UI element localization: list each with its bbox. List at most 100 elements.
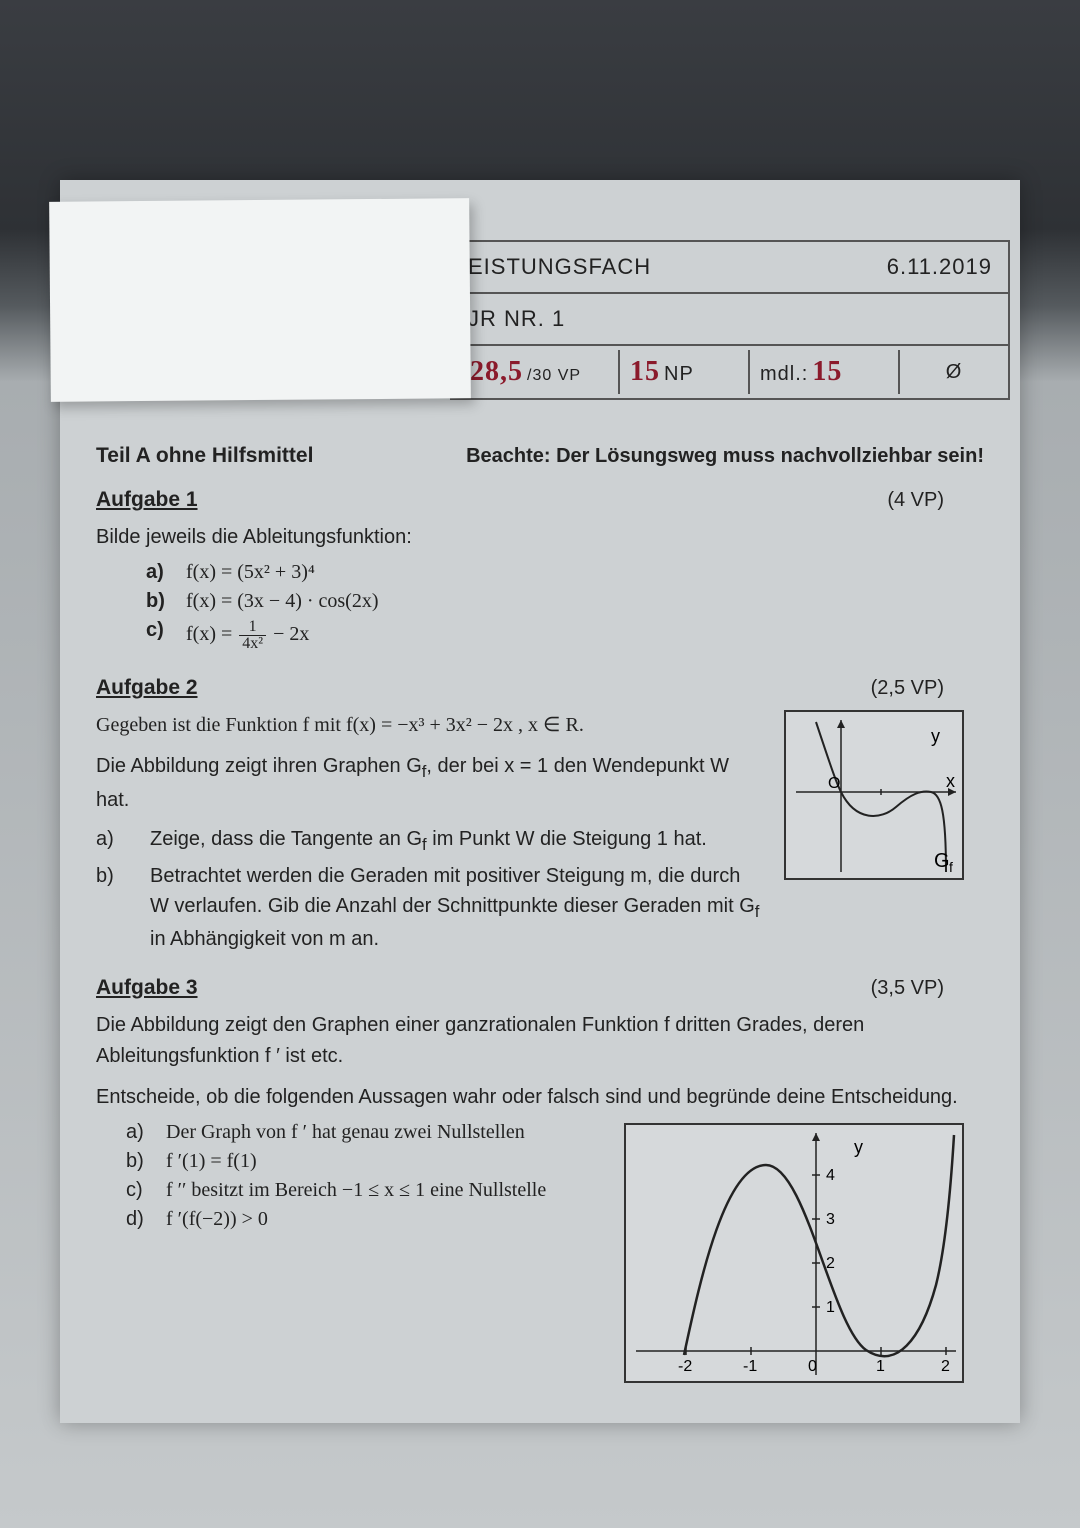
aufgabe3-a-label: a) [126,1121,154,1144]
part-a-note: Beachte: Der Lösungsweg muss nachvollzie… [466,445,984,468]
header-row-2: JR NR. 1 [452,294,1008,346]
score-mdl-label: mdl.: [760,363,808,386]
xtick-1: 1 [876,1358,885,1375]
aufgabe3-d-label: d) [126,1208,154,1231]
aufgabe3-task-d: d) f ′(f(−2)) > 0 [126,1208,604,1231]
aufgabe2-graph-svg: y x O G f [786,712,962,878]
exam-date: 6.11.2019 [887,254,992,280]
part-a-row: Teil A ohne Hilfsmittel Beachte: Der Lös… [96,444,984,468]
aufgabe3-task-b: b) f ′(1) = f(1) [126,1150,604,1173]
aufgabe3-d-text: f ′(f(−2)) > 0 [166,1208,268,1231]
aufgabe1-heading: Aufgabe 1 [96,488,198,512]
aufgabe3-header: Aufgabe 3 (3,5 VP) [96,976,984,1000]
aufgabe2-b-text-b: in Abhängigkeit von m an. [150,928,379,950]
score-np-cell: 15 NP [620,350,750,394]
aufgabe1-c-label: c) [146,619,174,652]
aufgabe3-graph-col: -2 -1 0 1 2 1 2 3 [624,1113,984,1383]
aufgabe1-a-math: f(x) = (5x² + 3)⁴ [186,561,315,584]
aufgabe1-c-suffix: − 2x [273,623,309,645]
x-axis-label: x [946,771,955,791]
aufgabe2-a-text: Zeige, dass die Tangente an Gf im Punkt … [150,824,707,857]
aufgabe3-points: (3,5 VP) [871,977,944,1000]
xtick-0: 0 [808,1358,817,1375]
aufgabe3-task-a: a) Der Graph von f ′ hat genau zwei Null… [126,1121,604,1144]
aufgabe2-line1: Gegeben ist die Funktion f mit f(x) = −x… [96,710,764,741]
y-arrow-3-icon [812,1133,820,1141]
aufgabe3-body: a) Der Graph von f ′ hat genau zwei Null… [96,1113,984,1383]
aufgabe1-c-num: 1 [239,619,266,636]
aufgabe1-c-den: 4x² [239,636,266,652]
aufgabe3-task-c: c) f ′′ besitzt im Bereich −1 ≤ x ≤ 1 ei… [126,1179,604,1202]
aufgabe2-b-sub: f [755,902,760,921]
header-box: EISTUNGSFACH 6.11.2019 JR NR. 1 28,5 /30… [450,240,1010,400]
ytick-1: 1 [826,1299,835,1316]
curve-label: G [934,850,950,872]
aufgabe2-a-label: a) [96,824,120,857]
score-np-label: NP [664,363,694,386]
aufgabe1-intro: Bilde jeweils die Ableitungsfunktion: [96,522,984,553]
aufgabe2-graph: y x O G f [784,710,964,880]
curve-label-sub: f [949,859,953,875]
aufgabe1-item-a: a) f(x) = (5x² + 3)⁴ [146,561,984,584]
aufgabe2-text: Gegeben ist die Funktion f mit f(x) = −x… [96,700,764,958]
score-row: 28,5 /30 VP 15 NP mdl.: 15 Ø [452,346,1008,398]
aufgabe3-a-text: Der Graph von f ′ hat genau zwei Nullste… [166,1121,525,1144]
score-vp-value: 28,5 [470,356,523,388]
score-avg-symbol: Ø [946,361,963,384]
aufgabe1-b-math: f(x) = (3x − 4) · cos(2x) [186,590,379,613]
ytick-4: 4 [826,1167,835,1184]
xtick-neg2: -2 [678,1358,692,1375]
aufgabe3-line2: Entscheide, ob die folgenden Aussagen wa… [96,1082,984,1113]
aufgabe2-tasks: a) Zeige, dass die Tangente an Gf im Pun… [96,824,764,954]
ytick-2: 2 [826,1255,835,1272]
aufgabe2-line2: Die Abbildung zeigt ihren Graphen Gf, de… [96,751,764,816]
aufgabe2-task-b: b) Betrachtet werden die Geraden mit pos… [96,861,764,954]
aufgabe2-body: Gegeben ist die Funktion f mit f(x) = −x… [96,700,984,958]
aufgabe2-heading: Aufgabe 2 [96,676,198,700]
aufgabe1-c-fraction: 1 4x² [239,619,266,652]
aufgabe3-tasks: a) Der Graph von f ′ hat genau zwei Null… [126,1121,604,1231]
aufgabe1-header: Aufgabe 1 (4 VP) [96,488,984,512]
aufgabe1-points: (4 VP) [887,489,944,512]
xtick-neg1: -1 [743,1358,757,1375]
aufgabe2-b-text-a: Betrachtet werden die Geraden mit positi… [150,865,755,917]
aufgabe1-c-math: f(x) = 1 4x² − 2x [186,619,309,652]
aufgabe3-line1: Die Abbildung zeigt den Graphen einer ga… [96,1010,984,1072]
ytick-3: 3 [826,1211,835,1228]
aufgabe3-b-label: b) [126,1150,154,1173]
aufgabe3-graph-svg: -2 -1 0 1 2 1 2 3 [626,1125,962,1381]
aufgabe3-c-text: f ′′ besitzt im Bereich −1 ≤ x ≤ 1 eine … [166,1179,546,1202]
cover-strip [49,198,471,402]
part-a-title: Teil A ohne Hilfsmittel [96,444,313,468]
aufgabe1-b-label: b) [146,590,174,613]
aufgabe2-graph-col: y x O G f [784,700,984,880]
aufgabe3-heading: Aufgabe 3 [96,976,198,1000]
score-vp-label: /30 VP [527,367,581,385]
curve-f3 [684,1135,954,1356]
y-axis-label: y [931,726,940,746]
aufgabe2-b-text: Betrachtet werden die Geraden mit positi… [150,861,764,954]
course-title-fragment: EISTUNGSFACH [468,254,887,280]
aufgabe2-b-label: b) [96,861,120,954]
aufgabe1-item-c: c) f(x) = 1 4x² − 2x [146,619,984,652]
aufgabe2-a-text-b: im Punkt W die Steigung 1 hat. [427,828,707,850]
aufgabe2-a-text-a: Zeige, dass die Tangente an G [150,828,422,850]
aufgabe2-points: (2,5 VP) [871,677,944,700]
curve-gf [816,722,946,872]
aufgabe3-graph: -2 -1 0 1 2 1 2 3 [624,1123,964,1383]
origin-label: O [828,775,840,792]
score-mdl-cell: mdl.: 15 [750,350,900,394]
aufgabe3-tasks-col: a) Der Graph von f ′ hat genau zwei Null… [96,1113,604,1237]
aufgabe2-task-a: a) Zeige, dass die Tangente an Gf im Pun… [96,824,764,857]
header-row-1: EISTUNGSFACH 6.11.2019 [452,242,1008,294]
y-arrow-icon [837,720,845,728]
aufgabe1-a-label: a) [146,561,174,584]
content-area: Teil A ohne Hilfsmittel Beachte: Der Lös… [60,400,1020,1383]
score-mdl-value: 15 [812,356,842,388]
aufgabe2-header: Aufgabe 2 (2,5 VP) [96,676,984,700]
aufgabe1-c-prefix: f(x) = [186,623,237,645]
aufgabe3-b-text: f ′(1) = f(1) [166,1150,257,1173]
score-np-value: 15 [630,356,660,388]
aufgabe2-line2a: Die Abbildung zeigt ihren Graphen G [96,755,422,777]
score-avg-cell: Ø [900,355,1008,390]
